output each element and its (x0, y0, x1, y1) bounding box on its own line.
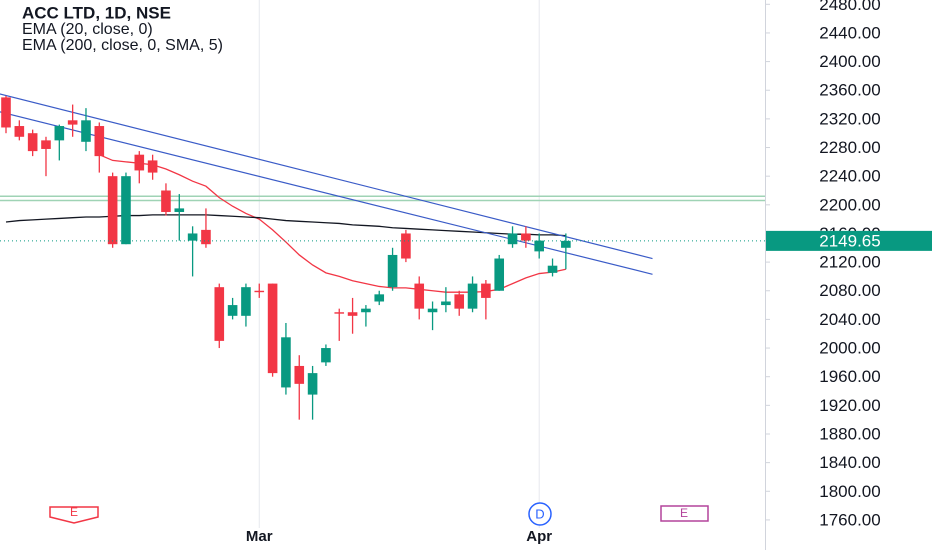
last-price-label: 2149.65 (819, 231, 880, 250)
y-tick-label: 2120.00 (819, 253, 880, 272)
candle-body (401, 233, 411, 259)
y-tick-label: 1960.00 (819, 367, 880, 386)
y-tick-label: 2240.00 (819, 167, 880, 186)
trendline (0, 93, 653, 260)
candle-body (561, 240, 571, 248)
y-tick-label: 1800.00 (819, 482, 880, 501)
y-tick-label: 2440.00 (819, 23, 880, 42)
candle-body (94, 126, 105, 157)
candle-body (294, 365, 305, 384)
event-label: E (680, 506, 688, 520)
y-tick-label: 2400.00 (819, 52, 880, 71)
candle-body (187, 233, 198, 241)
x-tick-label: Mar (246, 528, 273, 545)
candle-body (1, 97, 11, 128)
candle-body (481, 283, 491, 298)
candle-body (281, 337, 291, 388)
candle-body (454, 294, 465, 309)
candle-body (334, 312, 345, 314)
event-badge (49, 506, 99, 524)
candle-body (14, 126, 25, 137)
candle-body (521, 233, 531, 241)
candle-body (121, 176, 131, 245)
candle-body (214, 287, 225, 341)
candle-body (107, 176, 118, 245)
y-tick-label: 2080.00 (819, 281, 880, 300)
y-tick-label: 2200.00 (819, 195, 880, 214)
candle-body (147, 160, 158, 173)
candle-body (81, 120, 91, 142)
indicator-line (5, 214, 566, 237)
y-tick-label: 2000.00 (819, 339, 880, 358)
event-badge (528, 502, 552, 526)
y-tick-label: 2480.00 (819, 0, 880, 14)
y-tick-label: 1920.00 (819, 396, 880, 415)
legend-entry: EMA (20, close, 0) (22, 21, 153, 38)
candle-body (174, 208, 185, 212)
chart-title: ACC LTD, 1D, NSE (22, 3, 171, 22)
y-tick-label: 2280.00 (819, 138, 880, 157)
y-tick-label: 1840.00 (819, 453, 880, 472)
last-price-badge (766, 230, 932, 251)
candle-body (361, 308, 371, 313)
candle-body (227, 305, 238, 316)
event-marker[interactable]: D (528, 502, 552, 526)
candle-body (241, 287, 251, 316)
candle-body (201, 229, 211, 245)
candle-body (507, 233, 518, 245)
y-tick-label: 1880.00 (819, 424, 880, 443)
candle-body (54, 126, 65, 141)
candle-body (414, 283, 425, 309)
candle-body (321, 348, 331, 363)
candle-body (547, 265, 558, 273)
candle-body (67, 120, 78, 125)
candle-body (347, 312, 358, 316)
x-tick-label: Apr (526, 528, 552, 545)
candle-body (307, 373, 318, 395)
legend-entry: EMA (200, close, 0, SMA, 5) (22, 37, 223, 54)
event-marker[interactable]: E (49, 505, 99, 524)
candle-body (267, 283, 278, 374)
event-label: D (535, 506, 544, 521)
candle-body (161, 190, 171, 212)
candle-body (467, 283, 478, 309)
candle-body (494, 258, 505, 291)
event-marker[interactable]: E (660, 505, 709, 522)
candle-body (254, 290, 265, 293)
candle-body (427, 308, 438, 313)
candle-body (534, 240, 544, 252)
candle-body (387, 254, 398, 288)
y-tick-label: 2320.00 (819, 109, 880, 128)
event-label: E (70, 505, 78, 519)
y-tick-label: 2040.00 (819, 310, 880, 329)
y-tick-label: 1760.00 (819, 510, 880, 529)
candle-body (134, 154, 145, 171)
y-tick-label: 2360.00 (819, 81, 880, 100)
candle-body (27, 133, 38, 152)
candle-body (41, 140, 51, 149)
candle-body (441, 301, 451, 306)
candle-body (374, 294, 385, 302)
event-badge (660, 505, 709, 522)
